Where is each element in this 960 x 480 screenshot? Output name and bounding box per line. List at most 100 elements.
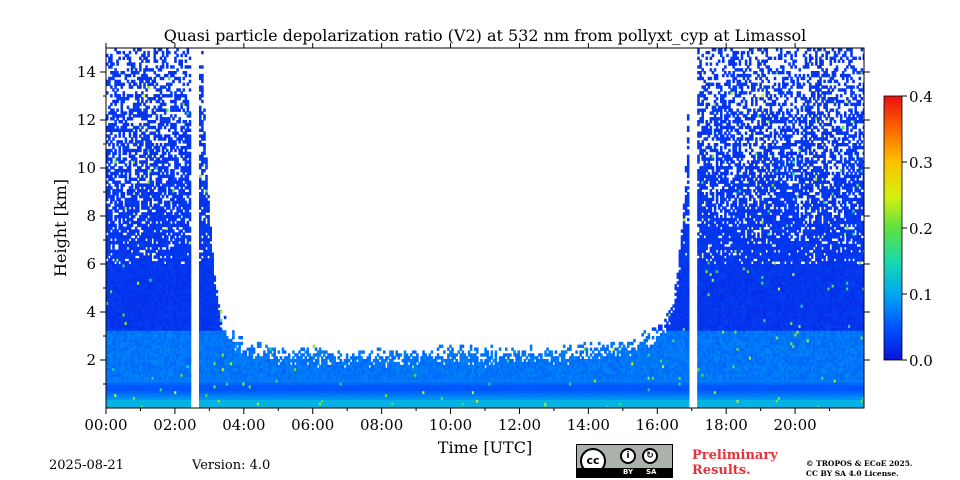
- heatmap-cell: [145, 229, 148, 233]
- heatmap-cell: [145, 364, 148, 369]
- heatmap-cell: [153, 255, 157, 259]
- heatmap-cell: [126, 373, 130, 377]
- heatmap-cell: [134, 206, 138, 210]
- heatmap-cell: [219, 379, 223, 383]
- heatmap-cell: [106, 217, 109, 222]
- heatmap-cell: [213, 298, 217, 302]
- heatmap-cell: [151, 261, 155, 265]
- heatmap-cell: [120, 203, 124, 207]
- heatmap-cell: [118, 402, 121, 406]
- heatmap-cell: [112, 399, 115, 403]
- heatmap-cell: [188, 396, 192, 400]
- heatmap-cell: [217, 341, 221, 346]
- heatmap-cell: [176, 252, 179, 256]
- heatmap-cell: [120, 160, 124, 164]
- heatmap-cell: [182, 71, 186, 75]
- heatmap-cell: [159, 396, 163, 400]
- heatmap-cell: [132, 321, 136, 325]
- heatmap-cell: [236, 341, 239, 346]
- heatmap-cell: [205, 215, 208, 219]
- heatmap-cell: [182, 333, 186, 337]
- heatmap-cell: [143, 364, 146, 369]
- heatmap-cell: [132, 62, 136, 66]
- heatmap-cell: [120, 243, 124, 248]
- heatmap-cell: [234, 356, 237, 360]
- heatmap-cell: [108, 405, 111, 408]
- heatmap-cell: [134, 373, 138, 377]
- heatmap-cell: [161, 333, 165, 337]
- heatmap-cell: [159, 272, 163, 276]
- heatmap-cell: [199, 272, 202, 276]
- heatmap-cell: [180, 272, 183, 276]
- heatmap-cell: [186, 287, 190, 291]
- heatmap-cell: [180, 402, 183, 406]
- heatmap-cell: [174, 399, 177, 403]
- heatmap-cell: [134, 50, 138, 55]
- heatmap-cell: [130, 336, 134, 340]
- heatmap-cell: [126, 212, 130, 216]
- heatmap-cell: [122, 151, 126, 156]
- heatmap-cell: [166, 310, 169, 314]
- heatmap-cell: [130, 272, 134, 276]
- heatmap-cell: [184, 163, 188, 167]
- heatmap-cell: [207, 301, 210, 305]
- heatmap-cell: [184, 289, 188, 294]
- heatmap-cell: [217, 336, 221, 340]
- heatmap-cell: [151, 194, 155, 199]
- heatmap-cell: [170, 145, 173, 150]
- heatmap-cell: [145, 367, 148, 372]
- heatmap-cell: [132, 330, 136, 334]
- heatmap-cell: [145, 192, 148, 196]
- heatmap-cell: [153, 315, 157, 320]
- heatmap-cell: [170, 229, 173, 233]
- heatmap-cell: [199, 333, 202, 337]
- heatmap-cell: [161, 370, 165, 374]
- heatmap-cell: [145, 128, 148, 132]
- heatmap-cell: [221, 359, 225, 363]
- heatmap-cell: [137, 318, 140, 323]
- heatmap-cell: [201, 261, 204, 265]
- heatmap-cell: [176, 246, 179, 251]
- heatmap-cell: [180, 353, 183, 357]
- heatmap-cell: [219, 310, 223, 314]
- heatmap-cell: [207, 304, 210, 308]
- heatmap-cell: [139, 361, 142, 366]
- heatmap-cell: [254, 402, 258, 406]
- heatmap-cell: [178, 379, 181, 383]
- heatmap-cell: [232, 399, 235, 403]
- heatmap-cell: [126, 350, 130, 354]
- heatmap-cell: [137, 315, 140, 320]
- heatmap-cell: [240, 385, 243, 389]
- heatmap-cell: [153, 399, 157, 403]
- heatmap-cell: [112, 154, 115, 158]
- heatmap-cell: [205, 281, 208, 285]
- heatmap-cell: [116, 336, 119, 340]
- heatmap-cell: [116, 376, 119, 380]
- heatmap-cell: [122, 364, 126, 369]
- heatmap-cell: [172, 399, 175, 403]
- heatmap-cell: [182, 385, 186, 389]
- heatmap-cell: [174, 278, 177, 282]
- heatmap-cell: [137, 310, 140, 314]
- heatmap-cell: [141, 131, 144, 135]
- heatmap-cell: [116, 143, 119, 147]
- heatmap-cell: [126, 356, 130, 360]
- heatmap-cell: [149, 382, 152, 386]
- heatmap-cell: [199, 255, 202, 259]
- heatmap-cell: [178, 163, 181, 167]
- heatmap-cell: [161, 258, 165, 262]
- heatmap-cell: [153, 111, 157, 115]
- heatmap-cell: [209, 387, 212, 392]
- heatmap-cell: [205, 166, 208, 170]
- heatmap-cell: [116, 62, 119, 66]
- heatmap-cell: [170, 91, 173, 95]
- heatmap-cell: [159, 197, 163, 202]
- heatmap-cell: [145, 206, 148, 210]
- heatmap-cell: [153, 53, 157, 58]
- heatmap-cell: [134, 370, 138, 374]
- heatmap-cell: [168, 315, 171, 320]
- heatmap-cell: [184, 393, 188, 397]
- heatmap-cell: [112, 289, 115, 294]
- heatmap-cell: [157, 99, 161, 104]
- heatmap-cell: [157, 385, 161, 389]
